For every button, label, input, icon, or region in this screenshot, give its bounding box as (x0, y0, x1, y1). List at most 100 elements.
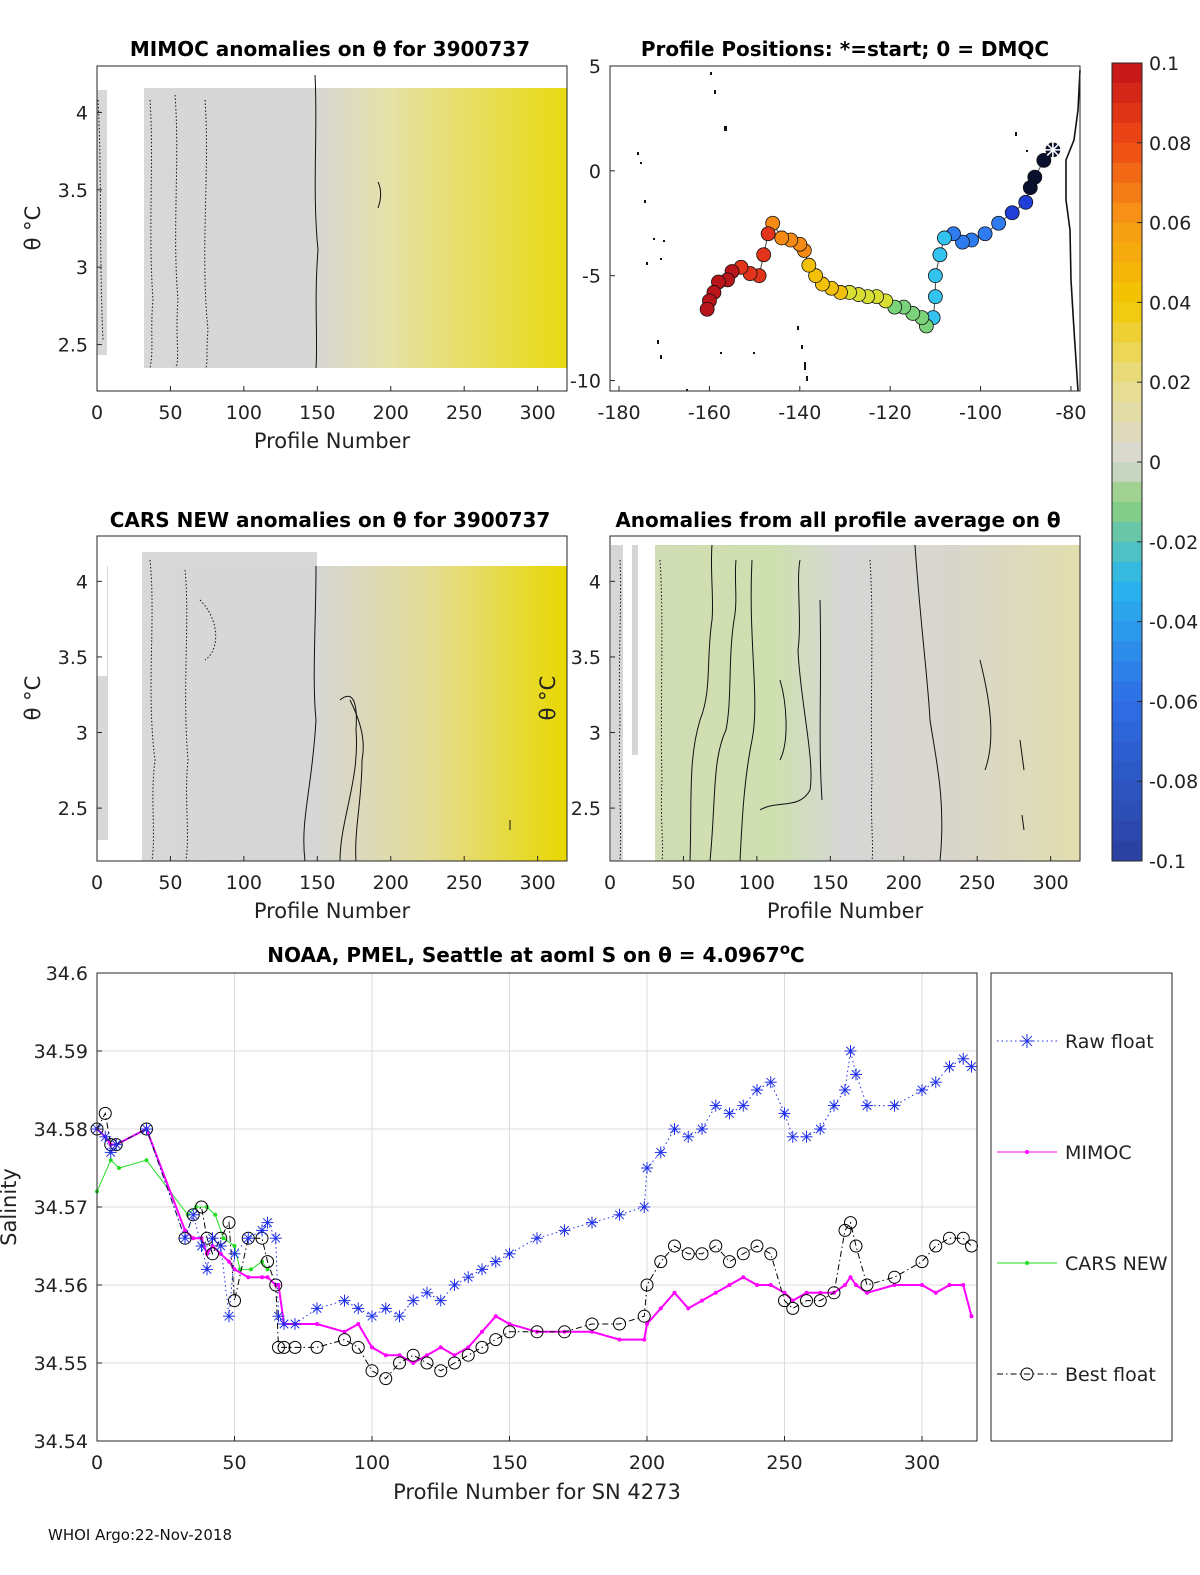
best-float-point (681, 1247, 695, 1261)
raw-float-point (641, 1162, 653, 1174)
raw-float-point-arm (111, 1140, 121, 1150)
raw-float-point-arm (801, 1132, 812, 1142)
track-point (1022, 180, 1038, 196)
colorbar-swatch (1112, 122, 1142, 144)
mimoc-xtick-label: 200 (373, 402, 409, 424)
salinity-xtick-label: 150 (491, 1452, 527, 1474)
raw-float-point (638, 1201, 651, 1213)
raw-float-point-arm (290, 1319, 300, 1329)
raw-float-point (751, 1084, 763, 1096)
raw-float-point (839, 1084, 851, 1096)
raw-float-point-arm (587, 1218, 597, 1228)
positions-xtick-label: -80 (1055, 402, 1086, 424)
mimoc-point (425, 1353, 429, 1358)
raw-float-point (278, 1318, 290, 1330)
colorbar-swatch (1112, 801, 1142, 822)
colorbar-swatch (1112, 142, 1142, 164)
mimoc-point (191, 1236, 196, 1241)
allprof-ytick-label: 2.5 (571, 798, 601, 820)
mimoc-point (768, 1283, 773, 1287)
raw-float-point-arm (449, 1280, 460, 1290)
raw-float-point-arm (815, 1124, 825, 1134)
panel-cars: CARS NEW anomalies on θ for 3900737 0 50 1… (21, 508, 568, 923)
best-float-point (489, 1333, 503, 1347)
raw-float-point (586, 1216, 598, 1229)
raw-float-point (366, 1310, 378, 1323)
mimoc-point (933, 1290, 938, 1295)
raw-float-point (228, 1247, 241, 1260)
raw-float-point (223, 1310, 235, 1323)
colorbar-tick-label: 0.02 (1149, 372, 1191, 394)
best-float-point (838, 1223, 852, 1237)
series-cars-new (95, 1158, 270, 1272)
raw-float-point-arm (229, 1249, 240, 1259)
cars-xtick-label: 50 (158, 872, 182, 894)
allprof-ylabel: θ °C (536, 676, 560, 721)
mimoc-point (617, 1337, 622, 1342)
mimoc-point (645, 1322, 649, 1326)
raw-float-point (558, 1224, 571, 1237)
raw-float-point (786, 1130, 799, 1143)
raw-float-point-arm (559, 1225, 570, 1235)
legend-marker-arm (1021, 1035, 1033, 1047)
best-float-point (406, 1348, 420, 1362)
mimoc-point (642, 1337, 647, 1342)
cars-point (108, 1158, 113, 1163)
raw-float-point (201, 1263, 213, 1276)
raw-float-point-arm (917, 1085, 927, 1095)
raw-float-point-arm (202, 1264, 212, 1274)
raw-float-point (929, 1076, 942, 1089)
best-float-point (640, 1278, 654, 1292)
raw-float-point (888, 1099, 901, 1112)
mimoc-point (658, 1306, 663, 1311)
best-float-point (736, 1247, 750, 1261)
raw-float-point-arm (188, 1210, 198, 1220)
colorbar-swatch (1112, 841, 1142, 862)
mimoc-point (755, 1283, 759, 1287)
best-float-point (888, 1270, 901, 1284)
cars-xtick-label: 150 (299, 872, 335, 894)
mimoc-point (383, 1353, 388, 1358)
start-marker-arm (1046, 143, 1060, 157)
raw-float-point-arm (532, 1233, 542, 1243)
colorbar-tick-label: 0.06 (1149, 213, 1191, 235)
raw-float-point-arm (106, 1147, 116, 1157)
mimoc-point (397, 1353, 402, 1358)
colorbar-swatch (1112, 481, 1142, 503)
colorbar-swatch (1112, 222, 1142, 244)
best-float-point (709, 1239, 723, 1253)
raw-float-point (289, 1318, 301, 1330)
mimoc-ytick-label: 3.5 (58, 180, 88, 202)
raw-float-point-arm (207, 1233, 218, 1243)
legend-marker (1020, 1367, 1034, 1381)
raw-float-point (800, 1130, 813, 1143)
best-float-point (365, 1364, 379, 1378)
raw-float-point (531, 1232, 543, 1245)
best-float-point (764, 1247, 778, 1261)
raw-float-point-arm (766, 1077, 776, 1087)
raw-float-point (462, 1271, 475, 1284)
raw-float-point (99, 1130, 112, 1143)
colorbar-swatch (1112, 561, 1142, 583)
mimoc-point (227, 1259, 231, 1264)
best-float-point (613, 1317, 626, 1331)
cars-ytick-label: 3.5 (58, 647, 88, 669)
colorbar-swatch (1112, 63, 1142, 84)
best-float-point (379, 1372, 393, 1386)
best-float-point (668, 1239, 681, 1253)
panel-allprof: Anomalies from all profile average on θ … (536, 508, 1081, 923)
mimoc-point (493, 1314, 498, 1319)
track-point (801, 257, 817, 273)
cars-point (221, 1236, 226, 1241)
raw-float-point-arm (683, 1132, 693, 1142)
cars-ylabel: θ °C (21, 676, 45, 721)
mimoc-xtick-label: 100 (226, 402, 262, 424)
mimoc-point (790, 1298, 795, 1303)
cars-xtick-label: 250 (446, 872, 482, 894)
colorbar-swatch (1112, 501, 1142, 523)
colorbar-tick-label: -0.02 (1149, 532, 1198, 554)
islands (637, 72, 1028, 391)
raw-float-point-arm (477, 1264, 487, 1274)
colorbar-swatch (1112, 721, 1142, 742)
salinity-ytick-label: 34.58 (34, 1119, 88, 1141)
